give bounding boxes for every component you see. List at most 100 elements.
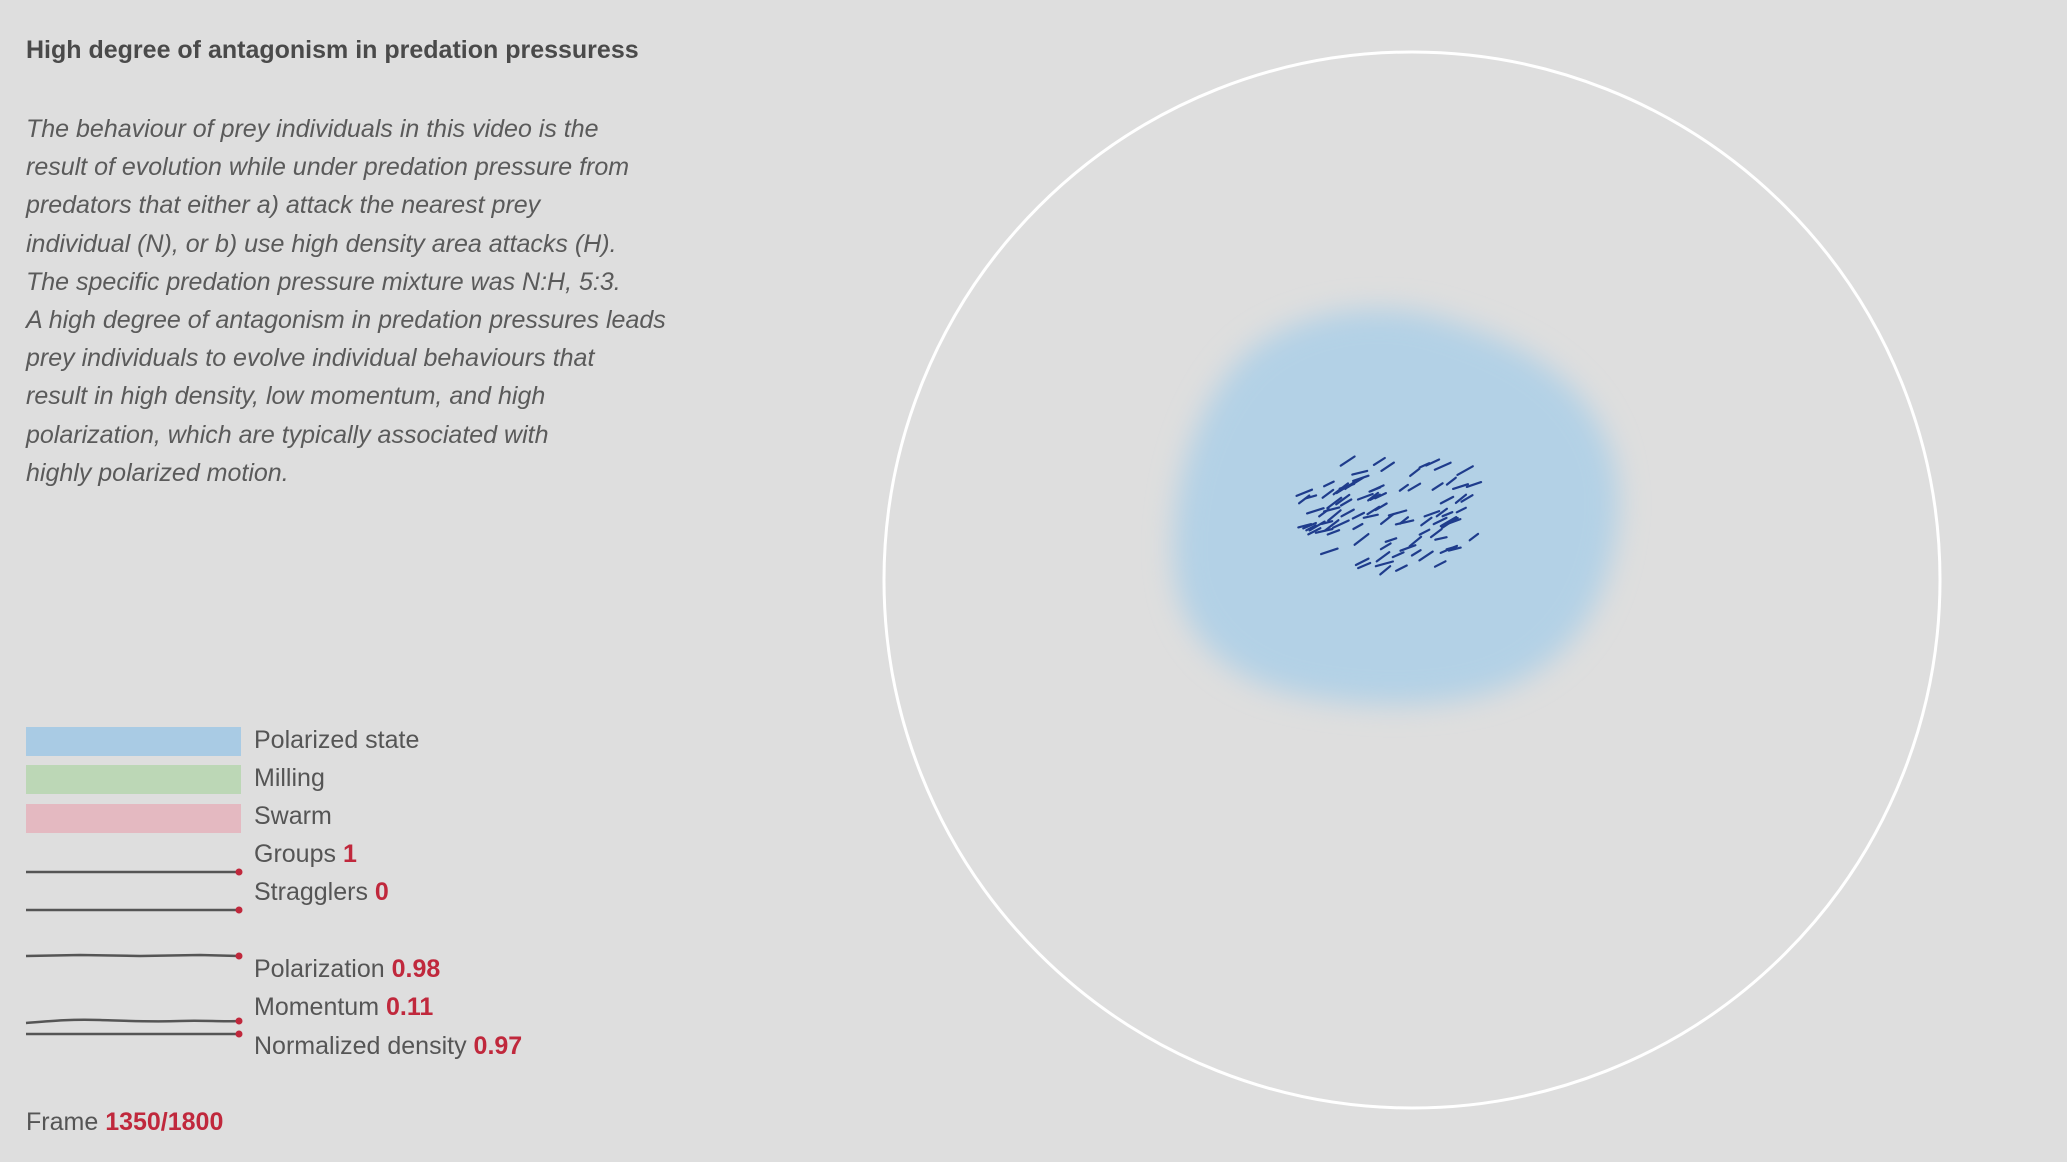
prey-individual	[1322, 480, 1335, 488]
prey-individual	[1305, 524, 1317, 532]
prey-individual	[1369, 493, 1382, 501]
prey-individual	[1445, 476, 1457, 486]
prey-school	[1295, 455, 1483, 576]
polarization-readout: Polarization 0.98	[254, 955, 440, 984]
frame-value: 1350/1800	[105, 1108, 224, 1136]
prey-individual	[1418, 528, 1431, 536]
prey-individual	[1431, 482, 1444, 491]
prey-individual	[1356, 492, 1374, 501]
prey-individual	[1433, 560, 1447, 568]
prey-individual	[1432, 516, 1448, 526]
description-line: prey individuals to evolve individual be…	[26, 344, 595, 373]
prey-individual	[1332, 482, 1350, 496]
description-line: highly polarized motion.	[26, 458, 289, 487]
prey-individual	[1302, 521, 1318, 530]
description-line: result of evolution while under predatio…	[26, 153, 630, 182]
prey-individual	[1366, 505, 1381, 516]
prey-individual	[1308, 520, 1326, 532]
prey-individual	[1384, 537, 1398, 543]
stragglers-sparkline	[26, 906, 243, 914]
prey-individual	[1335, 493, 1351, 506]
prey-individual	[1344, 481, 1356, 490]
stragglers-readout: Stragglers 0	[254, 878, 389, 907]
prey-individual	[1455, 506, 1467, 514]
prey-individual	[1322, 506, 1341, 513]
stragglers-value: 0	[374, 878, 389, 906]
milling-swatch	[26, 765, 241, 794]
prey-individual	[1465, 481, 1483, 488]
prey-individual	[1379, 512, 1395, 526]
prey-individual	[1319, 547, 1339, 556]
prey-individual	[1408, 535, 1423, 548]
prey-individual	[1374, 502, 1388, 512]
prey-individual	[1318, 508, 1330, 518]
density-readout: Normalized density 0.97	[254, 1032, 522, 1061]
density-label: Normalized density	[254, 1032, 467, 1060]
prey-individual	[1375, 550, 1391, 563]
groups-label: Groups	[254, 840, 336, 868]
prey-individual	[1454, 493, 1468, 504]
prey-individual	[1418, 550, 1434, 562]
prey-individual	[1451, 483, 1470, 490]
arena-boundary	[882, 50, 1942, 1110]
density-value: 0.97	[473, 1032, 523, 1060]
prey-individual	[1447, 546, 1462, 552]
prey-individual	[1456, 465, 1474, 476]
prey-individual	[1327, 509, 1342, 522]
polarization-sparkline	[25, 952, 243, 960]
momentum-readout: Momentum 0.11	[254, 993, 433, 1022]
prey-individual	[1340, 508, 1355, 518]
description-line: individual (N), or b) use high density a…	[26, 229, 617, 258]
prey-individual	[1409, 467, 1421, 477]
prey-individual	[1351, 469, 1369, 476]
prey-individual	[1374, 492, 1388, 500]
groups-readout: Groups 1	[254, 840, 357, 869]
prey-individual	[1434, 536, 1448, 541]
polarization-value: 0.98	[391, 955, 441, 983]
prey-individual	[1321, 488, 1335, 499]
prey-individual	[1335, 483, 1352, 495]
frame-label: Frame	[26, 1108, 99, 1136]
prey-individual	[1374, 560, 1395, 568]
prey-individual	[1339, 498, 1353, 507]
momentum-value: 0.11	[386, 993, 434, 1021]
prey-individual	[1420, 516, 1433, 527]
prey-individual	[1367, 491, 1380, 502]
prey-individual	[1326, 529, 1341, 536]
prey-individual	[1372, 456, 1386, 466]
prey-individual	[1353, 532, 1370, 546]
prey-individual	[1379, 565, 1392, 576]
prey-individual	[1307, 527, 1322, 536]
metric-sparklines	[25, 868, 243, 1038]
prey-individual	[1407, 482, 1422, 492]
description-line: A high degree of antagonism in predation…	[26, 306, 666, 335]
description-text: The behaviour of prey individuals in thi…	[26, 110, 706, 492]
momentum-sparkline	[25, 1017, 243, 1025]
frame-counter: Frame 1350/1800	[26, 1108, 223, 1137]
prey-individual	[1399, 544, 1417, 552]
prey-individual	[1369, 484, 1385, 493]
prey-individual	[1439, 495, 1455, 505]
prey-individual	[1351, 474, 1370, 482]
prey-individual	[1460, 494, 1474, 503]
description-line: predators that either a) attack the near…	[26, 191, 541, 220]
swarm-swatch	[26, 804, 241, 833]
prey-individual	[1320, 520, 1334, 526]
prey-individual	[1433, 461, 1452, 471]
description-line: result in high density, low momentum, an…	[26, 382, 546, 411]
prey-individual	[1362, 513, 1379, 519]
momentum-label: Momentum	[254, 993, 380, 1021]
prey-individual	[1368, 486, 1382, 493]
groups-value: 1	[342, 840, 357, 868]
prey-individual	[1346, 476, 1365, 489]
prey-individual	[1326, 496, 1343, 510]
prey-individual	[1439, 515, 1458, 528]
density-sparkline	[26, 1030, 243, 1038]
prey-individual	[1394, 564, 1408, 572]
prey-individual	[1379, 542, 1392, 551]
description-line: The behaviour of prey individuals in thi…	[26, 115, 599, 143]
description-line: The specific predation pressure mixture …	[26, 267, 621, 296]
prey-individual	[1398, 483, 1410, 492]
polarization-label: Polarization	[254, 955, 385, 983]
prey-individual	[1305, 507, 1325, 515]
